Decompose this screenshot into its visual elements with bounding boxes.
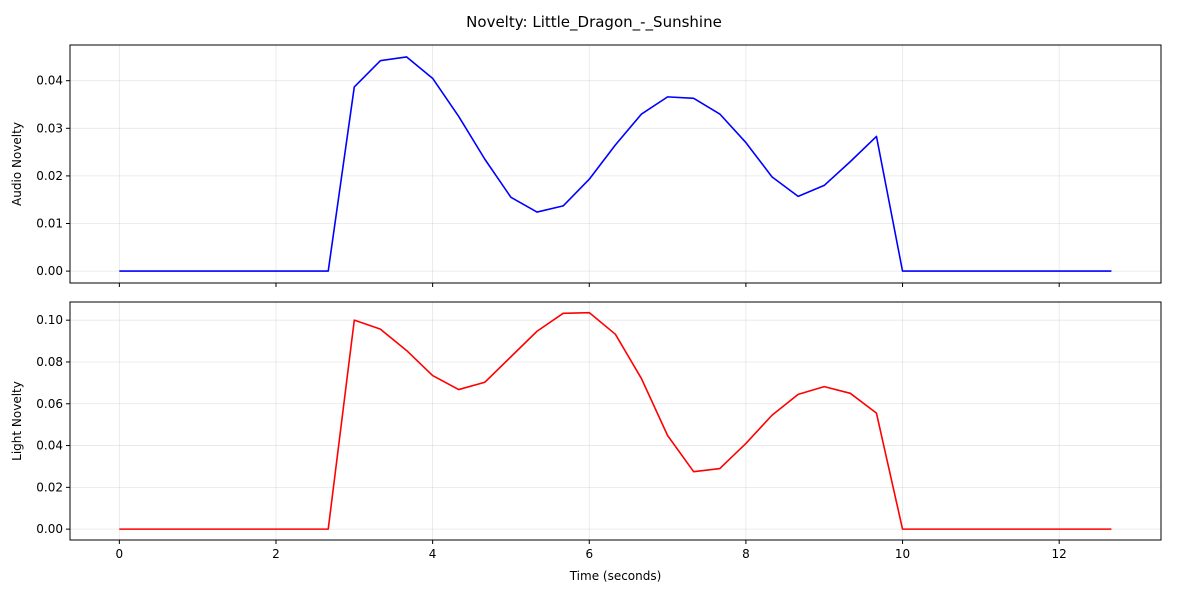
- light-xtick-label: 8: [742, 547, 750, 561]
- audio-novelty-panel: 0.00 0.01 0.02 0.03 0.04 Audio Novelty: [10, 44, 1162, 287]
- light-xtick-label: 4: [429, 547, 437, 561]
- audio-axes-frame: [69, 44, 1162, 284]
- audio-series-line: [119, 56, 1112, 272]
- light-xtick-label: 2: [272, 547, 280, 561]
- light-ytick-label: 0.00: [36, 522, 63, 536]
- audio-ytick-label: 0.04: [36, 74, 63, 88]
- light-ytick-label: 0.04: [36, 439, 63, 453]
- light-ytick-label: 0.06: [36, 397, 63, 411]
- audio-ytick-label: 0.02: [36, 169, 63, 183]
- light-xlabel: Time (seconds): [569, 569, 662, 583]
- figure-title: Novelty: Little_Dragon_-_Sunshine: [466, 13, 722, 32]
- light-xtick-label: 12: [1052, 547, 1067, 561]
- light-ytick-label: 0.02: [36, 480, 63, 494]
- light-ylabel: Light Novelty: [10, 381, 24, 461]
- light-series-line: [119, 311, 1112, 530]
- light-xtick-label: 10: [895, 547, 910, 561]
- light-axes-frame: [69, 301, 1162, 541]
- light-xtick-label: 6: [585, 547, 593, 561]
- light-ytick-label: 0.10: [36, 313, 63, 327]
- light-xtick-label: 0: [116, 547, 124, 561]
- light-novelty-panel: 0 2 4 6 8 10 12 0.00 0.02 0.04 0.06 0.08 0.10 Light N…: [10, 301, 1162, 583]
- audio-ytick-label: 0.03: [36, 121, 63, 135]
- light-ytick-label: 0.08: [36, 355, 63, 369]
- audio-ytick-label: 0.01: [36, 217, 63, 231]
- audio-ylabel: Audio Novelty: [10, 122, 24, 206]
- audio-ytick-label: 0.00: [36, 264, 63, 278]
